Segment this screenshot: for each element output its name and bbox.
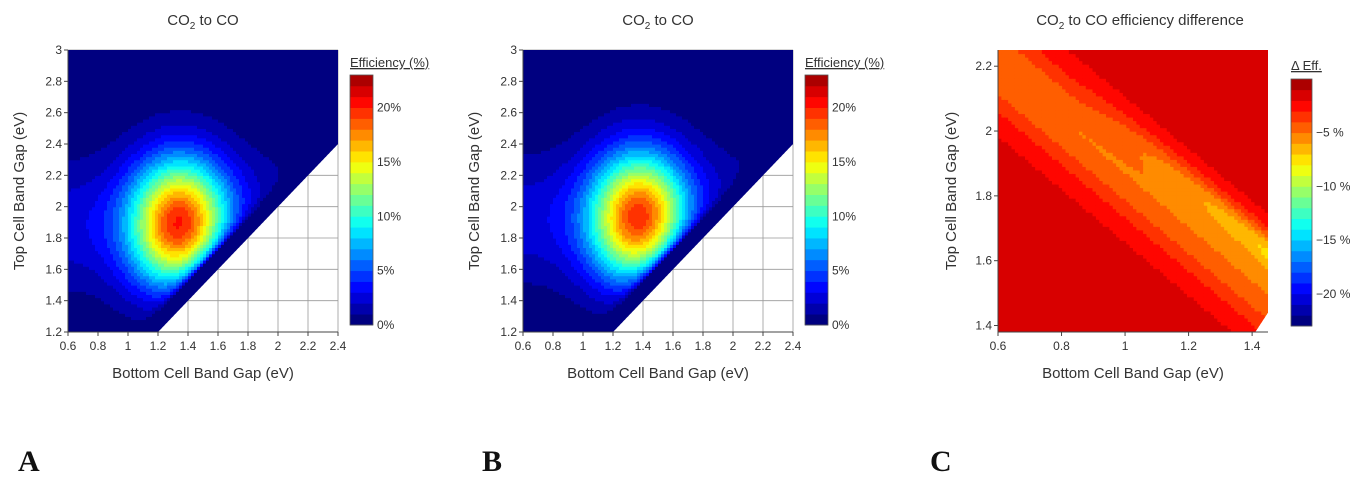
heatmap-cell <box>230 257 234 261</box>
heatmap-cell <box>197 291 201 295</box>
heatmap-cell <box>200 288 204 292</box>
heatmap-cell <box>212 276 216 280</box>
heatmap-cell <box>194 294 198 298</box>
title-part: CO <box>167 12 190 29</box>
heatmap-cell <box>209 279 213 283</box>
heatmap-field <box>68 50 339 333</box>
heatmap-cell <box>224 263 228 267</box>
heatmap-cell <box>218 269 222 273</box>
heatmap-cell <box>179 310 183 314</box>
heatmap-cell <box>167 323 171 327</box>
heatmap-cell <box>203 285 207 289</box>
heatmap-cell <box>164 326 168 330</box>
title-part: to CO <box>195 12 238 29</box>
heatmap-cell <box>182 307 186 311</box>
heatmap-cell <box>242 244 246 248</box>
heatmap-cell <box>206 282 210 286</box>
heatmap-cell <box>227 260 231 264</box>
heatmap-cell <box>233 254 237 258</box>
heatmap-cell <box>176 313 180 317</box>
heatmap-cell <box>236 251 240 255</box>
heatmap-cell <box>170 319 174 323</box>
heatmap-cell <box>188 301 192 305</box>
chart-title: CO2 to CO <box>167 12 238 32</box>
heatmap-cell <box>173 316 177 320</box>
heatmap-cell <box>239 247 243 251</box>
